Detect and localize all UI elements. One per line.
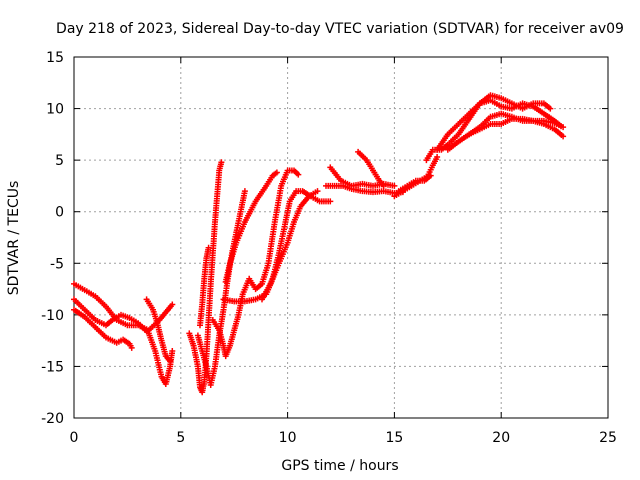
series-track-u bbox=[423, 154, 441, 182]
y-tick-label: -5 bbox=[50, 256, 64, 272]
data-point bbox=[391, 182, 398, 189]
y-axis-label: SDTVAR / TECUs bbox=[6, 181, 22, 296]
y-tick-label: -20 bbox=[41, 411, 64, 427]
data-point bbox=[380, 182, 387, 189]
y-tick-label: 15 bbox=[46, 50, 64, 66]
x-tick-label: 20 bbox=[492, 430, 510, 446]
data-point bbox=[560, 133, 567, 140]
series-track-k bbox=[259, 188, 321, 303]
y-tick-label: 0 bbox=[55, 205, 64, 221]
data-point bbox=[314, 188, 321, 195]
x-tick-label: 0 bbox=[70, 430, 79, 446]
series-track-c bbox=[71, 306, 135, 351]
data-point bbox=[169, 301, 176, 308]
series-track-e bbox=[186, 159, 225, 396]
data-point bbox=[167, 358, 174, 365]
data-point bbox=[295, 171, 302, 178]
y-tick-label: -10 bbox=[41, 308, 64, 324]
plot-frame bbox=[73, 56, 609, 419]
series-track-h bbox=[209, 167, 302, 360]
data-point bbox=[205, 244, 212, 251]
series-track-g bbox=[197, 244, 212, 329]
x-tick-label: 15 bbox=[385, 430, 403, 446]
series-track-d bbox=[143, 296, 174, 365]
data-point bbox=[434, 154, 441, 160]
data-point bbox=[547, 105, 554, 112]
chart-title: Day 218 of 2023, Sidereal Day-to-day VTE… bbox=[56, 21, 624, 37]
x-tick-label: 25 bbox=[599, 430, 617, 446]
series-track-t bbox=[466, 110, 567, 138]
y-tick-label: -15 bbox=[41, 359, 64, 375]
y-tick-label: 10 bbox=[46, 102, 64, 118]
data-point bbox=[218, 159, 225, 166]
x-axis-label: GPS time / hours bbox=[281, 458, 398, 474]
axis-ticks: 0 5 10 15 20 25 -20 -15 -10 -5 0 5 10 15 bbox=[41, 50, 617, 446]
data-point bbox=[273, 169, 280, 176]
data-point bbox=[241, 188, 248, 195]
data-points bbox=[71, 92, 567, 396]
x-tick-label: 10 bbox=[279, 430, 297, 446]
series-track-i bbox=[222, 169, 280, 285]
grid bbox=[74, 57, 608, 418]
series-track-n bbox=[355, 148, 387, 189]
y-tick-label: 5 bbox=[55, 153, 64, 169]
series-track-b bbox=[71, 296, 176, 387]
data-point bbox=[560, 124, 567, 131]
data-point bbox=[128, 344, 135, 351]
data-point bbox=[169, 348, 176, 354]
data-point bbox=[327, 198, 334, 205]
x-tick-label: 5 bbox=[176, 430, 185, 446]
